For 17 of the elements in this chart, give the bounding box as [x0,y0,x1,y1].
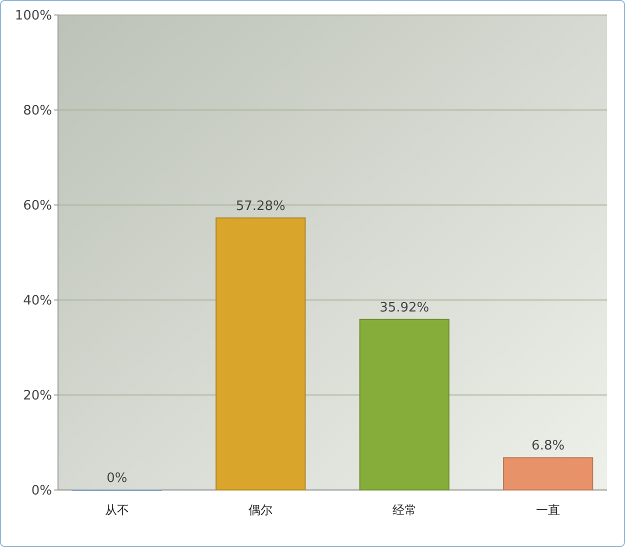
data-label: 6.8% [532,438,565,454]
bar [216,217,306,490]
y-tick-label: 60% [23,198,52,214]
x-tick-label: 偶尔 [248,503,273,517]
bar [359,318,450,490]
data-label: 0% [106,471,128,486]
data-label: 57.28% [236,198,286,214]
bar [503,457,594,490]
y-tick-label: 20% [23,388,52,404]
x-tick-label: 经常 [392,503,416,517]
y-tick-label: 80% [23,104,52,119]
y-tick-label: 100% [14,8,52,24]
data-label: 35.92% [380,300,430,316]
x-tick-label: 从不 [104,503,129,517]
y-tick-label: 40% [23,294,52,309]
y-tick-label: 0% [31,484,52,499]
x-tick-label: 一直 [536,503,560,517]
